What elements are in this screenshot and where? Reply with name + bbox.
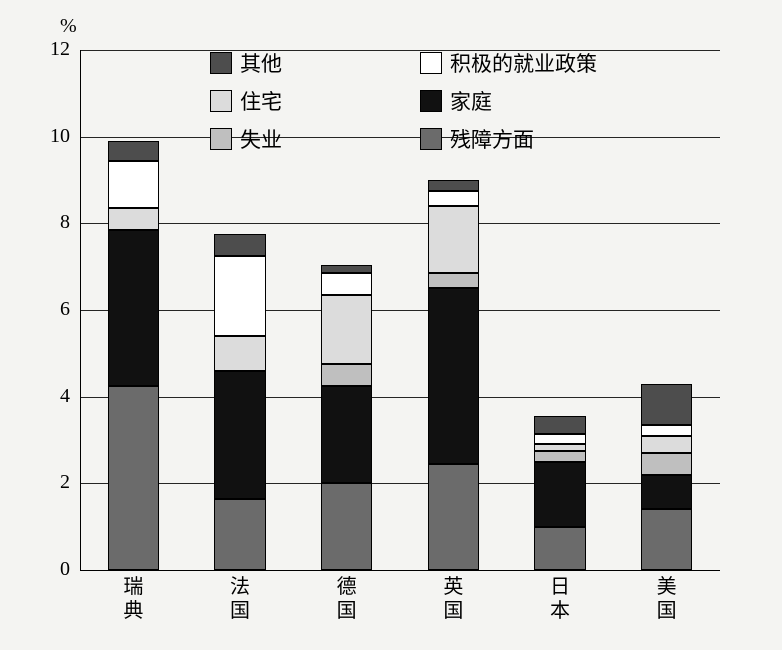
legend-item-disability: 残障方面 bbox=[420, 124, 630, 154]
legend-label: 家庭 bbox=[450, 86, 492, 116]
y-tick-label: 4 bbox=[40, 385, 70, 408]
segment-housing bbox=[321, 295, 372, 364]
x-tick-label: 英国 bbox=[413, 575, 493, 623]
bar-美国 bbox=[641, 384, 692, 570]
x-tick-label: 瑞典 bbox=[93, 575, 173, 623]
legend-swatch bbox=[210, 90, 232, 112]
legend-item-unemployment: 失业 bbox=[210, 124, 420, 154]
legend-swatch bbox=[210, 52, 232, 74]
bar-日本 bbox=[534, 416, 585, 570]
bar-法国 bbox=[214, 234, 265, 570]
segment-family bbox=[641, 475, 692, 510]
bar-瑞典 bbox=[108, 141, 159, 570]
y-tick-label: 12 bbox=[40, 38, 70, 61]
legend-item-family: 家庭 bbox=[420, 86, 630, 116]
legend-item-other: 其他 bbox=[210, 48, 420, 78]
segment-disability bbox=[534, 527, 585, 570]
segment-disability bbox=[641, 509, 692, 570]
y-tick-label: 6 bbox=[40, 298, 70, 321]
legend-label: 残障方面 bbox=[450, 124, 534, 154]
x-tick-label: 德国 bbox=[307, 575, 387, 623]
segment-family bbox=[214, 371, 265, 499]
segment-housing bbox=[641, 436, 692, 453]
legend-item-active_labor: 积极的就业政策 bbox=[420, 48, 630, 78]
y-tick-label: 0 bbox=[40, 558, 70, 581]
segment-active_labor bbox=[641, 425, 692, 436]
legend-label: 其他 bbox=[240, 48, 282, 78]
segment-disability bbox=[428, 464, 479, 570]
legend-swatch bbox=[420, 90, 442, 112]
segment-unemployment bbox=[641, 453, 692, 475]
x-axis bbox=[80, 570, 720, 571]
x-tick-label: 美国 bbox=[627, 575, 707, 623]
segment-active_labor bbox=[428, 191, 479, 206]
legend-label: 积极的就业政策 bbox=[450, 48, 597, 78]
legend-label: 住宅 bbox=[240, 86, 282, 116]
segment-disability bbox=[214, 499, 265, 571]
segment-family bbox=[534, 462, 585, 527]
x-tick-label: 法国 bbox=[200, 575, 280, 623]
segment-unemployment bbox=[321, 364, 372, 386]
segment-other bbox=[534, 416, 585, 433]
segment-other bbox=[321, 265, 372, 274]
segment-other bbox=[641, 384, 692, 425]
bar-英国 bbox=[428, 180, 479, 570]
segment-unemployment bbox=[428, 273, 479, 288]
segment-other bbox=[214, 234, 265, 256]
segment-housing bbox=[108, 208, 159, 230]
segment-family bbox=[428, 288, 479, 464]
y-tick-label: 2 bbox=[40, 471, 70, 494]
segment-disability bbox=[108, 386, 159, 570]
legend-swatch bbox=[420, 128, 442, 150]
legend-label: 失业 bbox=[240, 124, 282, 154]
segment-housing bbox=[534, 444, 585, 451]
stacked-bar-chart: % 0 2 4 6 8 10 12 瑞典法国德国英国日本美国 其他 积极的就业政策住宅 家庭失业… bbox=[0, 0, 782, 650]
segment-active_labor bbox=[534, 434, 585, 445]
x-tick-label: 日本 bbox=[520, 575, 600, 623]
y-tick-label: 8 bbox=[40, 211, 70, 234]
legend-swatch bbox=[420, 52, 442, 74]
segment-housing bbox=[214, 336, 265, 371]
legend-item-housing: 住宅 bbox=[210, 86, 420, 116]
legend-swatch bbox=[210, 128, 232, 150]
segment-active_labor bbox=[321, 273, 372, 295]
segment-housing bbox=[428, 206, 479, 273]
segment-family bbox=[321, 386, 372, 484]
legend: 其他 积极的就业政策住宅 家庭失业 残障方面 bbox=[210, 48, 640, 162]
segment-disability bbox=[321, 483, 372, 570]
segment-other bbox=[108, 141, 159, 161]
y-tick-label: 10 bbox=[40, 125, 70, 148]
segment-other bbox=[428, 180, 479, 191]
bar-德国 bbox=[321, 265, 372, 571]
segment-active_labor bbox=[214, 256, 265, 336]
segment-unemployment bbox=[534, 451, 585, 462]
y-unit-label: % bbox=[60, 15, 77, 38]
segment-family bbox=[108, 230, 159, 386]
segment-active_labor bbox=[108, 161, 159, 209]
